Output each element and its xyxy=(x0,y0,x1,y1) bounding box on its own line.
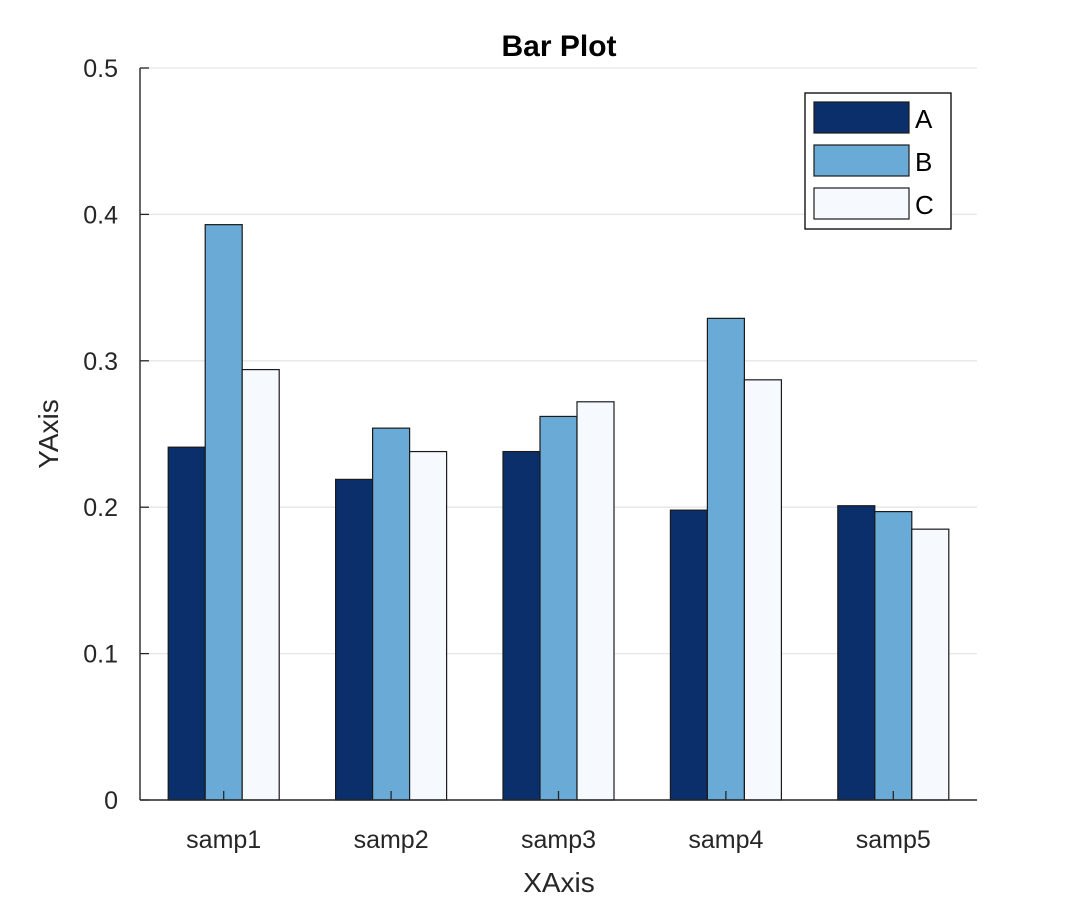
y-tick-label: 0 xyxy=(104,787,118,815)
bar-C-samp1 xyxy=(241,368,280,801)
bar-A-samp5 xyxy=(837,505,876,801)
legend-swatch-B xyxy=(813,144,910,177)
legend-swatch-A xyxy=(813,101,910,134)
legend-swatch-C xyxy=(813,187,910,220)
y-axis-title: YAxis xyxy=(33,399,64,469)
bar-B-samp4 xyxy=(706,317,746,801)
x-axis-title: XAxis xyxy=(523,867,595,898)
bar-B-samp2 xyxy=(372,427,411,801)
bar-C-samp5 xyxy=(911,528,950,801)
bar-B-samp5 xyxy=(874,510,913,801)
x-tick-label: samp4 xyxy=(688,826,763,854)
x-tick-label: samp1 xyxy=(186,826,261,854)
y-tick-label: 0.3 xyxy=(83,348,118,376)
x-tick-label: samp2 xyxy=(354,826,429,854)
bar-C-samp4 xyxy=(743,379,783,801)
bar-B-samp3 xyxy=(539,415,578,801)
x-tick-label: samp5 xyxy=(856,826,931,854)
y-tick-label: 0.1 xyxy=(83,641,118,669)
bar-A-samp1 xyxy=(167,446,206,801)
bar-A-samp2 xyxy=(335,478,374,801)
legend-label: C xyxy=(915,190,934,220)
y-tick-label: 0.2 xyxy=(83,494,118,522)
y-tick-label: 0.5 xyxy=(83,55,118,83)
axes: 0 0.1 0.2 0.3 0.4 0.5 samp1 samp2 samp3 samp4 samp… xyxy=(83,55,977,854)
bar-A-samp4 xyxy=(669,509,709,801)
legend-label: A xyxy=(915,104,933,134)
y-tick-label: 0.4 xyxy=(83,201,118,229)
legend-label: B xyxy=(915,147,932,177)
chart-title: Bar Plot xyxy=(501,30,616,63)
bar-C-samp2 xyxy=(409,450,448,801)
bar-C-samp3 xyxy=(576,401,615,801)
bar-A-samp3 xyxy=(502,450,541,801)
bar-B-samp1 xyxy=(204,224,243,801)
x-tick-label: samp3 xyxy=(521,826,596,854)
legend: ABC xyxy=(804,92,952,230)
bars xyxy=(167,224,950,801)
